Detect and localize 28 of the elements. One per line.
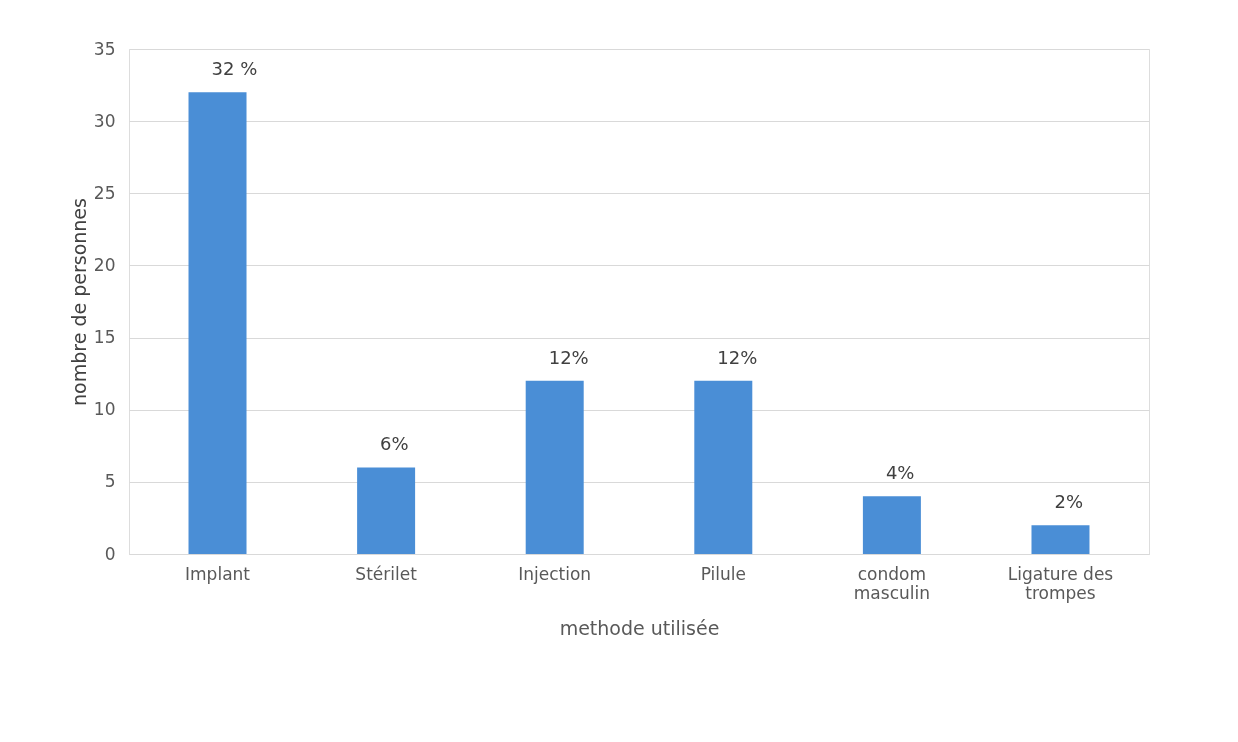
y-tick-label: 20	[93, 254, 116, 275]
x-tick-label: Injection	[518, 563, 592, 584]
y-tick-label: 30	[93, 110, 116, 131]
bar	[525, 380, 584, 554]
x-tick-label: Implant	[185, 563, 251, 584]
y-tick-label: 10	[93, 399, 116, 420]
data-label: 32 %	[211, 58, 258, 80]
data-label: 6%	[380, 433, 409, 455]
bar	[862, 496, 921, 554]
data-label: 4%	[885, 462, 915, 484]
x-tick-label: Stérilet	[355, 563, 418, 584]
x-tick-label: Ligature des trompes	[1007, 563, 1114, 603]
y-tick-label: 35	[93, 38, 116, 59]
y-tick-label: 5	[104, 471, 116, 492]
bar	[694, 380, 753, 554]
data-label: 12%	[717, 346, 758, 368]
data-label: 12%	[548, 346, 589, 368]
y-axis-title: nombre de personnes	[67, 198, 90, 406]
y-tick-label: 15	[93, 327, 116, 348]
x-axis-title: methode utilisée	[559, 616, 720, 639]
bar	[1031, 525, 1090, 554]
bar	[357, 467, 416, 554]
x-tick-label: condom masculin	[853, 563, 930, 603]
x-tick-label: Pilule	[700, 563, 746, 584]
data-label: 2%	[1054, 491, 1084, 513]
y-tick-label: 25	[93, 182, 116, 203]
y-tick-label: 0	[104, 543, 116, 564]
bar	[188, 92, 247, 554]
